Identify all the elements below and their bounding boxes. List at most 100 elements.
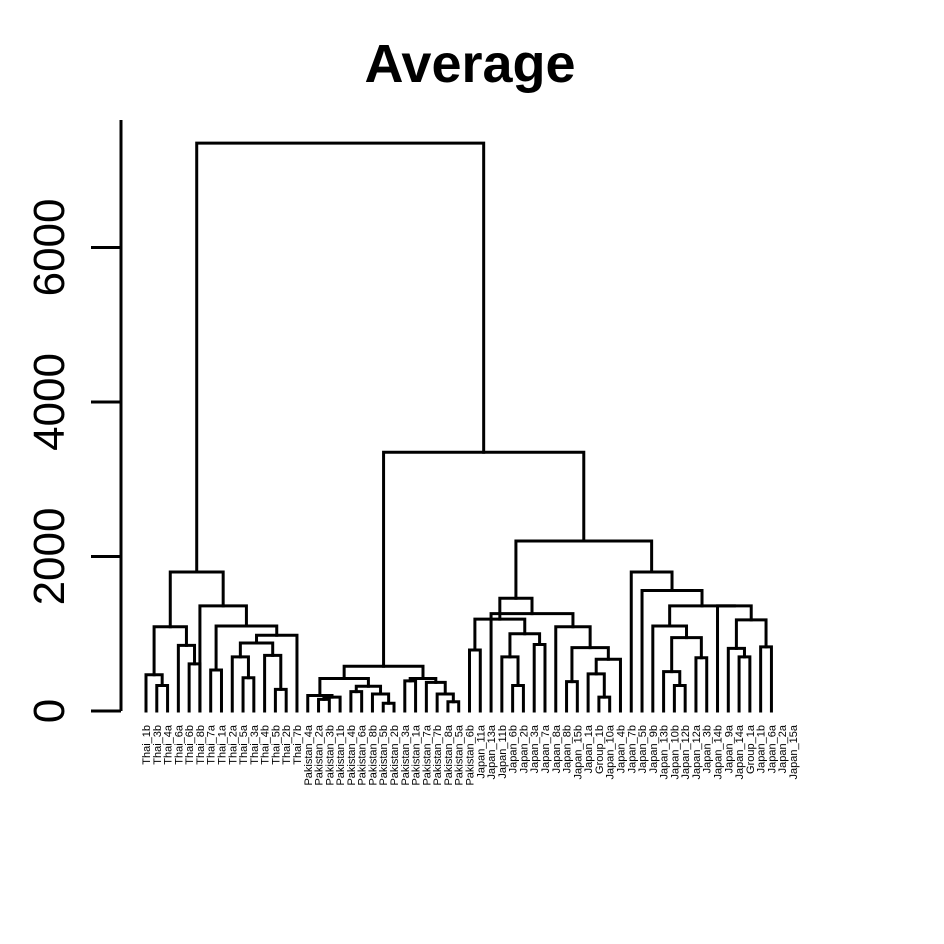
dendrogram-link [144, 673, 164, 713]
dendrogram-link [586, 672, 606, 713]
leaf-label: Japan_12b [680, 725, 692, 779]
dendrogram-link [214, 624, 279, 672]
leaf-label: Japan_9b [648, 725, 660, 773]
leaf-label: Thai_5a [238, 724, 250, 765]
leaf-label: Pakistan_4a [303, 724, 315, 785]
leaf-label: Japan_8b [562, 725, 574, 773]
dendrogram-link [382, 450, 586, 668]
leaf-label: Japan_9a [723, 724, 735, 773]
leaf-label: Japan_7a [540, 724, 552, 773]
leaf-label: Japan_13a [486, 724, 498, 779]
dendrogram-link [273, 687, 288, 713]
leaf-label: Pakistan_2b [389, 725, 401, 786]
dendrogram-link [662, 670, 682, 713]
leaf-label: Japan_5b [637, 725, 649, 773]
y-tick-label: 4000 [25, 353, 74, 451]
dendrogram-link [195, 141, 486, 574]
leaf-label: Thai_7a [206, 724, 218, 765]
dendrogram-link [198, 604, 248, 713]
leaf-label: Japan_10a [605, 724, 617, 779]
leaf-label: Group_1a [745, 724, 757, 774]
dendrogram-link [500, 655, 520, 713]
leaf-label: Thai_2b [281, 725, 293, 765]
leaf-label: Japan_2a [777, 724, 789, 773]
leaf-label: Thai_6b [184, 725, 196, 765]
dendrogram-link [152, 625, 188, 677]
leaf-label: Pakistan_3a [400, 724, 412, 785]
dendrogram-link [209, 668, 223, 713]
chart-title: Average [364, 34, 575, 94]
leaf-label: Thai_1b [141, 725, 153, 765]
leaf-label: Pakistan_4b [346, 725, 358, 786]
leaf-label: Thai_4b [260, 725, 272, 765]
leaf-label: Japan_1a [583, 724, 595, 773]
leaf-label: Pakistan_1b [335, 725, 347, 786]
dendrogram-link [498, 596, 534, 621]
leaf-label: Group_1b [594, 725, 606, 774]
dendrogram-links [144, 141, 773, 713]
leaf-label: Japan_8a [551, 724, 563, 773]
dendrogram-link [403, 679, 418, 713]
leaf-label: Thai_6a [173, 724, 185, 765]
dendrogram-link [759, 645, 773, 713]
leaf-label: Thai_4a [163, 724, 175, 765]
dendrogram-link [349, 690, 364, 713]
leaf-label: Pakistan_8a [443, 724, 455, 785]
leaf-label: Japan_6b [508, 725, 520, 773]
dendrogram-link [168, 570, 225, 629]
leaf-label: Japan_13b [659, 725, 671, 779]
leaf-label: Japan_14a [734, 724, 746, 779]
y-tick-label: 0 [25, 699, 74, 723]
leaf-label: Pakistan_2a [314, 724, 326, 785]
dendrogram-link [176, 643, 197, 713]
leaf-label: Japan_15a [788, 724, 800, 779]
dendrogram-link [668, 604, 736, 628]
dendrogram-link [672, 684, 687, 713]
leaf-label: Thai_8b [195, 725, 207, 765]
leaf-label: Japan_1b [756, 725, 768, 773]
dendrogram-link [230, 655, 250, 713]
leaf-label: Thai_1a [216, 724, 228, 765]
leaf-label: Japan_11a [475, 724, 487, 779]
leaf-label: Japan_4b [615, 725, 627, 773]
leaf-label: Japan_12a [691, 724, 703, 779]
leaf-label: Thai_3b [152, 725, 164, 765]
leaf-label: Pakistan_5b [378, 725, 390, 786]
leaf-label: Pakistan_6a [357, 724, 369, 785]
dendrogram-link [187, 662, 202, 713]
leaf-label: Pakistan_3b [324, 725, 336, 786]
dendrogram-link [737, 655, 752, 713]
dendrogram-link [597, 695, 612, 713]
dendrogram-link [734, 618, 768, 650]
leaf-label: Pakistan_8b [367, 725, 379, 786]
leaf-label: Japan_10b [669, 725, 681, 779]
leaf-label: Japan_2b [518, 725, 530, 773]
leaf-label: Thai_2a [227, 724, 239, 765]
leaf-label: Japan_15b [572, 725, 584, 779]
leaf-label: Pakistan_7b [432, 725, 444, 786]
leaf-label: Japan_3b [702, 725, 714, 773]
leaf-label: Japan_3a [529, 724, 541, 773]
y-tick-label: 6000 [25, 199, 74, 297]
dendrogram-link [532, 643, 547, 713]
dendrogram-link [155, 684, 170, 713]
leaf-label: Japan_6a [766, 724, 778, 773]
dendrogram-link [511, 684, 525, 713]
leaf-label: Japan_11b [497, 725, 509, 779]
leaf-label: Pakistan_6b [465, 725, 477, 786]
leaf-label: Japan_7b [626, 725, 638, 773]
y-tick-label: 2000 [25, 508, 74, 606]
leaf-label: Pakistan_5a [454, 724, 466, 785]
y-axis: 0 2000 4000 6000 [25, 120, 123, 723]
dendrogram-link [241, 676, 256, 713]
leaf-label: Pakistan_1a [411, 724, 423, 785]
leaf-label: Thai_3a [249, 724, 261, 765]
leaf-label: Thai_5b [270, 725, 282, 765]
leaf-label: Pakistan_7a [421, 724, 433, 785]
dendrogram-link [468, 648, 482, 713]
leaf-label: Japan_14b [713, 725, 725, 779]
dendrogram-link [342, 664, 425, 681]
dendrogram-link [565, 680, 579, 713]
leaf-labels: Thai_1bThai_3bThai_4aThai_6aThai_6bThai_… [141, 724, 800, 785]
